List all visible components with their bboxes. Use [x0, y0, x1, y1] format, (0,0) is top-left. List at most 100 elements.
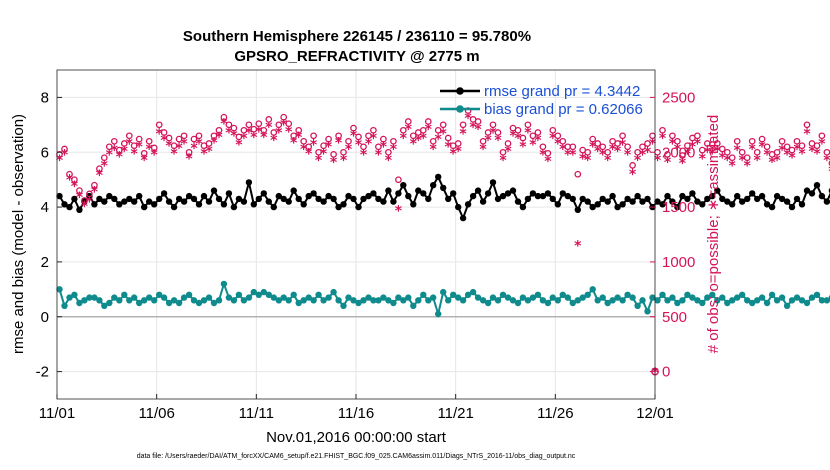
assimilated-obs-marker: * — [81, 199, 89, 215]
rmse-point — [76, 206, 83, 213]
assimilated-obs-marker: * — [275, 125, 283, 141]
assimilated-obs-marker: * — [579, 152, 587, 168]
possible-obs-marker — [753, 148, 761, 156]
rmse-point — [619, 201, 626, 208]
rmse-point — [305, 192, 312, 200]
rmse-point — [539, 192, 547, 200]
bias-point — [569, 299, 576, 307]
bias-point — [709, 291, 716, 298]
bias-point — [350, 297, 357, 304]
bias-point — [195, 299, 203, 307]
rmse-point — [430, 182, 437, 189]
bias-point — [768, 291, 776, 298]
rmse-point — [71, 195, 78, 203]
rmse-point — [330, 195, 337, 203]
bias-point — [345, 294, 352, 301]
obs-count-series: ****************************************… — [56, 107, 830, 382]
bias-point — [215, 297, 223, 304]
possible-obs-marker — [778, 137, 786, 145]
bias-point — [225, 294, 233, 301]
bias-point — [793, 294, 801, 301]
assimilated-obs-marker: * — [534, 133, 542, 149]
bias-point — [56, 286, 63, 293]
possible-obs-marker — [589, 135, 597, 143]
assimilated-obs-marker: * — [744, 158, 752, 174]
rmse-point — [270, 203, 277, 211]
bias-point — [504, 294, 512, 301]
possible-obs-marker — [110, 137, 118, 145]
assimilated-obs-marker: * — [539, 147, 547, 163]
assimilated-obs-marker: * — [76, 190, 84, 206]
rmse-point — [66, 203, 73, 211]
x-tick-label: 12/01 — [636, 405, 674, 422]
bias-point — [564, 294, 571, 301]
rmse-point — [400, 182, 407, 189]
bias-point — [689, 294, 696, 301]
possible-obs-marker — [718, 145, 726, 153]
rmse-point — [754, 195, 761, 203]
bias-point — [574, 297, 581, 304]
rmse-point — [61, 201, 68, 208]
assimilated-obs-marker: * — [195, 136, 203, 152]
rmse-point — [325, 192, 332, 200]
rmse-point — [310, 190, 317, 197]
possible-obs-marker — [250, 125, 258, 133]
assimilated-obs-marker: * — [320, 146, 328, 162]
possible-obs-marker — [783, 143, 791, 151]
possible-obs-marker — [669, 132, 676, 140]
possible-obs-marker — [245, 121, 253, 129]
legend: rmse grand pr = 4.3442 bias grand pr = 0… — [440, 83, 643, 118]
rmse-point — [773, 192, 781, 200]
right-axis-ticks: 0 500 1000 1500 2000 2500 — [650, 89, 695, 381]
bias-point — [410, 302, 417, 309]
assimilated-obs-marker: * — [714, 144, 722, 160]
rmse-point — [793, 195, 801, 203]
bias-point — [250, 288, 257, 296]
rmse-point — [156, 195, 163, 203]
bias-point — [484, 299, 492, 307]
possible-obs-marker — [375, 143, 382, 151]
assimilated-obs-marker: * — [156, 127, 164, 143]
chart-subtitle: GPSRO_REFRACTIVITY @ 2775 m — [234, 48, 479, 65]
rmse-point — [704, 195, 711, 203]
bias-point — [744, 297, 751, 304]
bias-point — [469, 288, 477, 296]
rmse-point — [250, 201, 257, 208]
possible-obs-marker — [733, 137, 741, 145]
possible-obs-marker — [713, 140, 721, 147]
possible-obs-marker — [225, 121, 233, 129]
assimilated-obs-marker: * — [230, 129, 238, 145]
possible-obs-marker — [105, 143, 113, 151]
rmse-point — [395, 190, 402, 197]
assimilated-obs-marker: * — [694, 136, 702, 152]
assimilated-obs-marker: * — [265, 120, 273, 136]
bias-point — [539, 297, 547, 304]
bias-point — [260, 288, 267, 296]
assimilated-obs-marker: * — [340, 153, 348, 169]
bias-point — [315, 291, 322, 298]
rmse-point — [440, 184, 447, 192]
bias-point — [355, 299, 362, 307]
possible-obs-marker — [76, 187, 83, 194]
assimilated-obs-marker: * — [250, 130, 258, 146]
possible-obs-marker — [205, 140, 213, 147]
assimilated-obs-marker: * — [704, 145, 712, 161]
assimilated-obs-marker: * — [778, 143, 786, 159]
assimilated-obs-marker: * — [420, 131, 428, 147]
bias-point — [544, 299, 552, 307]
rmse-point — [235, 195, 243, 203]
rmse-point — [111, 195, 118, 203]
assimilated-obs-marker: * — [609, 142, 617, 158]
possible-obs-marker — [155, 121, 163, 129]
rmse-point — [380, 198, 387, 205]
possible-obs-marker — [265, 116, 273, 123]
possible-obs-marker — [644, 140, 651, 147]
bias-point — [205, 294, 213, 301]
rmse-point — [170, 203, 178, 211]
bias-point — [464, 291, 472, 298]
rmse-point — [320, 198, 327, 205]
rmse-point — [450, 190, 457, 197]
possible-obs-marker — [240, 126, 248, 134]
assimilated-obs-marker: * — [664, 155, 672, 171]
rmse-point — [729, 201, 736, 208]
